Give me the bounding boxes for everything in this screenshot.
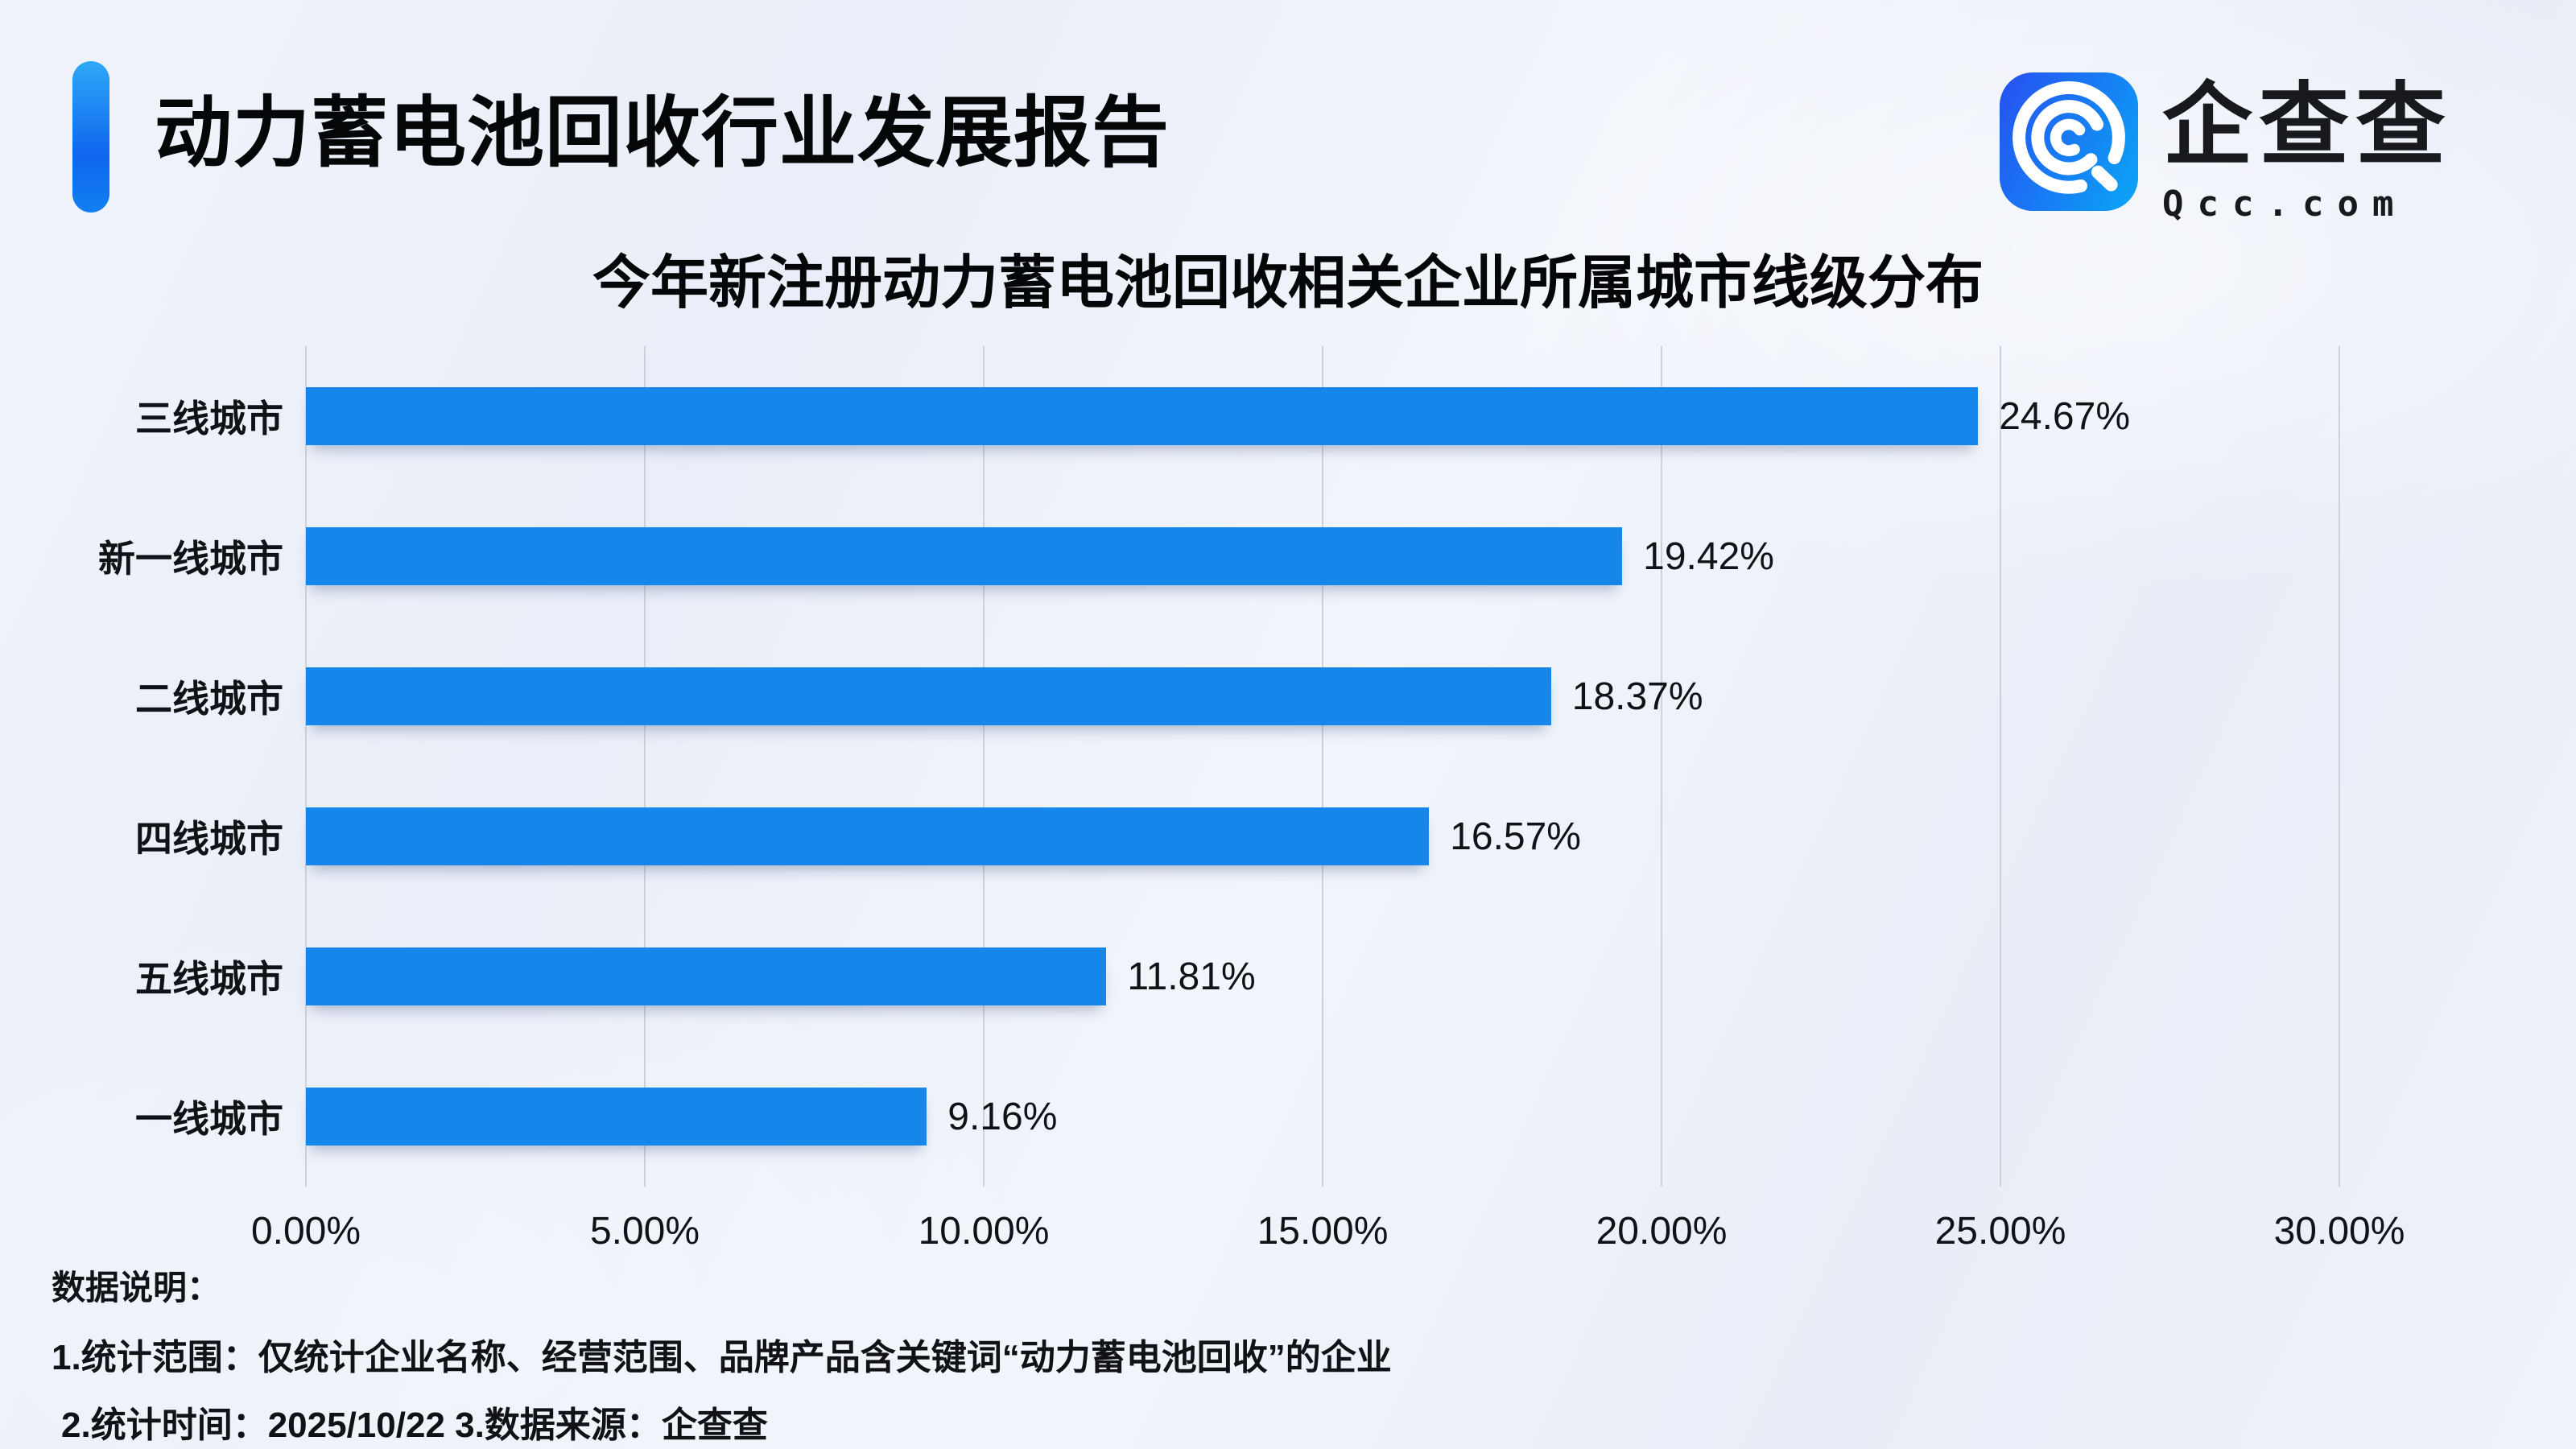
chart-title: 今年新注册动力蓄电池回收相关企业所属城市线级分布 xyxy=(592,251,1984,316)
category-label: 五线城市 xyxy=(135,958,283,1000)
data-note-scope: 1.统计范围：仅统计企业名称、经营范围、品牌产品含关键词“动力蓄电池回收”的企业 xyxy=(52,1338,1392,1377)
bar xyxy=(306,667,1551,725)
bar xyxy=(306,527,1623,585)
value-label: 9.16% xyxy=(947,1095,1058,1138)
bar xyxy=(306,807,1430,865)
gridline xyxy=(983,346,985,1187)
x-axis-tick-labels: 0.00% 5.00% 10.00% 15.00% 20.00% 25.00% 30.00% xyxy=(251,1209,2405,1257)
category-label: 三线城市 xyxy=(135,398,283,440)
bar-row: 新一线城市 19.42% xyxy=(98,486,2339,626)
bar xyxy=(306,387,1979,445)
gridline xyxy=(305,346,307,1187)
qcc-logo: 企查查 Qcc.com xyxy=(2000,72,2452,225)
gridline xyxy=(1661,346,1662,1187)
category-label: 四线城市 xyxy=(135,818,283,860)
bar-row: 三线城市 24.67% xyxy=(135,346,2339,486)
bar-chart: 三线城市 24.67% 新一线城市 19.42% 二线城市 18.37% 四线城市 16.57… xyxy=(98,346,2340,1187)
x-tick-label: 0.00% xyxy=(250,1210,361,1253)
category-label: 二线城市 xyxy=(135,678,283,720)
x-tick-label: 20.00% xyxy=(1596,1210,1728,1253)
x-tick-label: 10.00% xyxy=(918,1210,1050,1253)
value-label: 16.57% xyxy=(1450,815,1581,858)
data-notes-heading: 数据说明： xyxy=(52,1269,221,1307)
value-label: 19.42% xyxy=(1643,535,1774,578)
category-label: 一线城市 xyxy=(135,1098,283,1140)
qcc-logo-domain: Qcc.com xyxy=(2162,184,2408,225)
qcc-magnifier-icon xyxy=(2000,72,2138,211)
qcc-logo-text: 企查查 Qcc.com xyxy=(2162,72,2452,225)
gridline xyxy=(1322,346,1323,1187)
bar xyxy=(306,1088,927,1146)
bar xyxy=(306,947,1107,1005)
qcc-logo-name: 企查查 xyxy=(2162,75,2452,175)
gridline xyxy=(644,346,646,1187)
title-accent-bar xyxy=(72,61,109,213)
x-tick-label: 30.00% xyxy=(2273,1210,2405,1253)
bar-row: 二线城市 18.37% xyxy=(135,626,2339,766)
bar-row: 一线城市 9.16% xyxy=(135,1046,2339,1187)
x-tick-label: 15.00% xyxy=(1257,1210,1389,1253)
gridline xyxy=(2339,346,2340,1187)
value-label: 11.81% xyxy=(1127,955,1256,998)
value-label: 24.67% xyxy=(1999,394,2130,438)
gridline xyxy=(2000,346,2001,1187)
x-tick-label: 5.00% xyxy=(589,1210,700,1253)
data-note-date-source: 2.统计时间：2025/10/22 3.数据来源：企查查 xyxy=(61,1406,768,1445)
page-title: 动力蓄电池回收行业发展报告 xyxy=(155,90,1170,176)
x-tick-label: 25.00% xyxy=(1934,1210,2066,1253)
bar-row: 四线城市 16.57% xyxy=(135,766,2339,906)
bar-row: 五线城市 11.81% xyxy=(135,906,2339,1046)
category-label: 新一线城市 xyxy=(98,538,283,580)
bar-rows: 三线城市 24.67% 新一线城市 19.42% 二线城市 18.37% 四线城市 16.57… xyxy=(98,346,2339,1187)
value-label: 18.37% xyxy=(1571,675,1703,718)
